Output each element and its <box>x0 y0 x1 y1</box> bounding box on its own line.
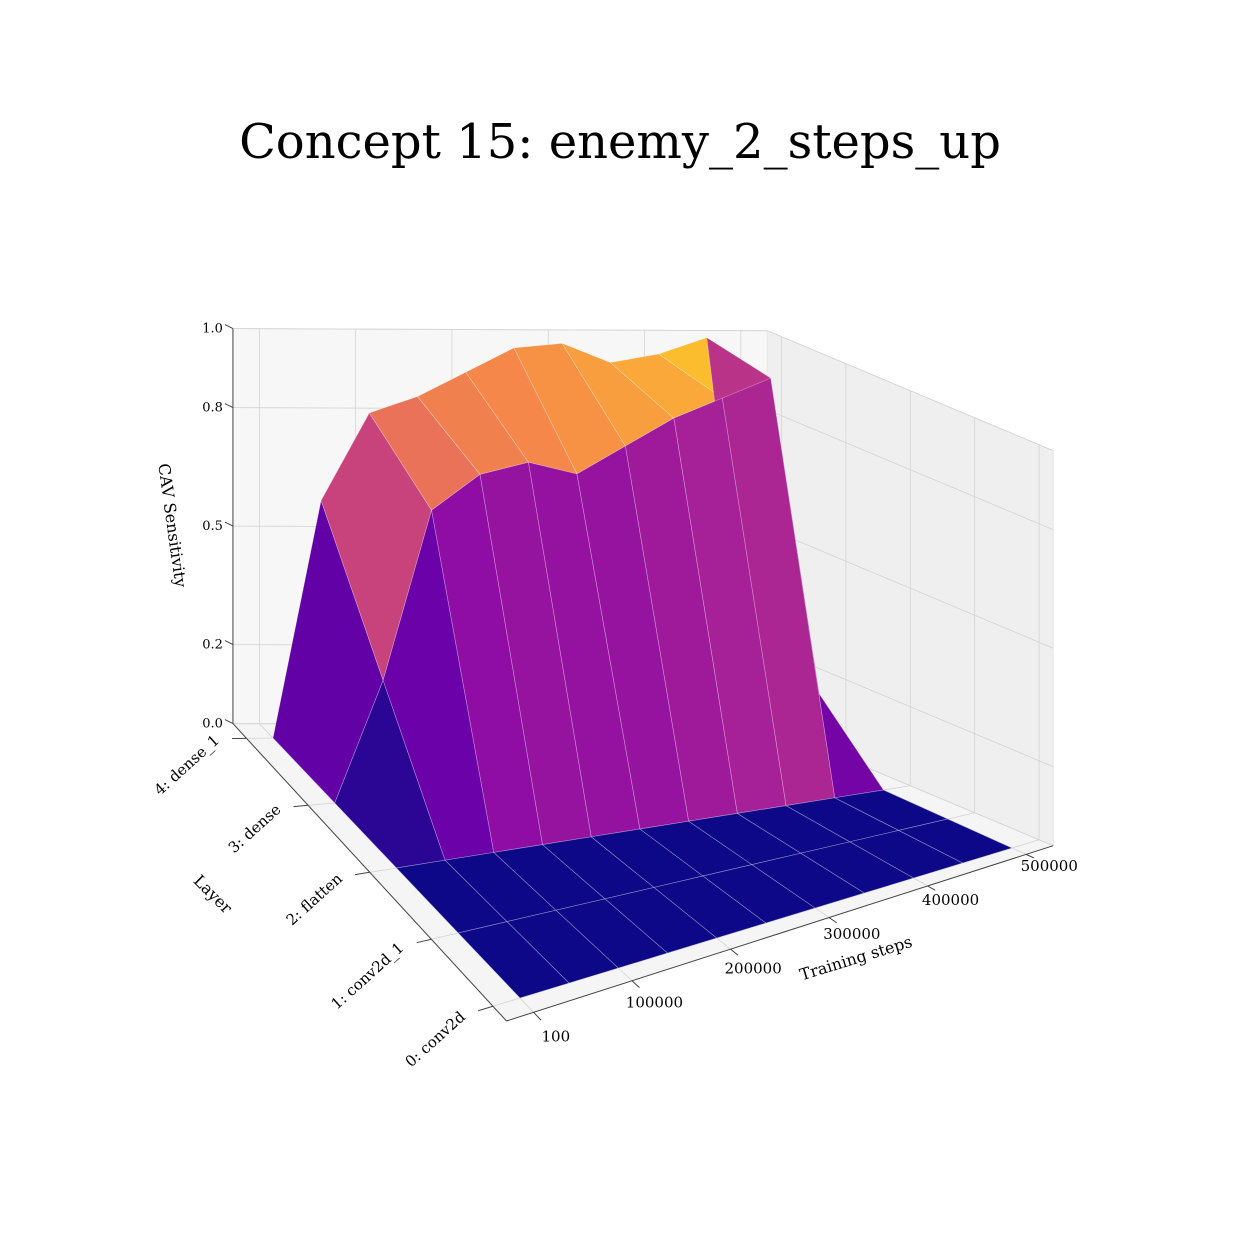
z-tick-mark-0 <box>224 719 234 725</box>
z-tick-mark-2 <box>224 521 234 527</box>
grid-z-back-4 <box>232 328 768 332</box>
z-tick-label-4: 1.0 <box>202 322 223 337</box>
x-tick-label-5: 500000 <box>1021 857 1078 875</box>
z-axis-label: CAV Sensitivity <box>154 462 190 588</box>
z-tick-label-3: 0.8 <box>202 401 223 416</box>
x-tick-label-3: 300000 <box>823 925 880 943</box>
z-tick-mark-3 <box>224 403 234 409</box>
x-tick-label-0: 100 <box>541 1028 570 1046</box>
surface-mesh <box>272 337 1013 999</box>
grid-z-side-3 <box>767 409 1054 531</box>
y-tick-mark-1 <box>416 938 432 944</box>
x-tick-label-2: 200000 <box>725 959 782 977</box>
grid-z-side-4 <box>767 330 1054 452</box>
x-tick-label-1: 100000 <box>626 994 683 1012</box>
x-tick-mark-5 <box>1025 853 1035 859</box>
y-tick-mark-0 <box>478 1005 494 1012</box>
x-tick-mark-2 <box>730 948 739 956</box>
z-tick-label-0: 0.0 <box>202 717 223 732</box>
y-tick-label-1: 1: conv2d_1 <box>328 939 408 1013</box>
chart-title: Concept 15: enemy_2_steps_up <box>239 114 1001 170</box>
surface-patch-r0-c9 <box>898 818 1013 864</box>
z-tick-mark-1 <box>224 640 234 646</box>
z-tick-mark-4 <box>224 324 234 330</box>
y-tick-mark-3 <box>293 804 309 808</box>
z-tick-label-1: 0.2 <box>202 638 223 653</box>
y-tick-label-2: 2: flatten <box>283 869 347 929</box>
x-tick-mark-4 <box>927 885 936 891</box>
x-axis-line <box>506 845 1054 1022</box>
y-tick-mark-2 <box>355 871 370 876</box>
x-tick-label-4: 400000 <box>922 891 979 909</box>
x-tick-mark-1 <box>631 980 640 989</box>
x-tick-mark-0 <box>533 1011 542 1021</box>
y-tick-label-3: 3: dense <box>225 800 285 856</box>
grid-z-side-2 <box>767 527 1054 649</box>
x-tick-mark-3 <box>828 917 837 924</box>
y-tick-label-4: 4: dense_1 <box>151 731 223 799</box>
y-tick-label-0: 0: conv2d <box>402 1008 469 1071</box>
z-tick-label-2: 0.5 <box>202 519 223 534</box>
y-axis-label: Layer <box>190 871 236 917</box>
